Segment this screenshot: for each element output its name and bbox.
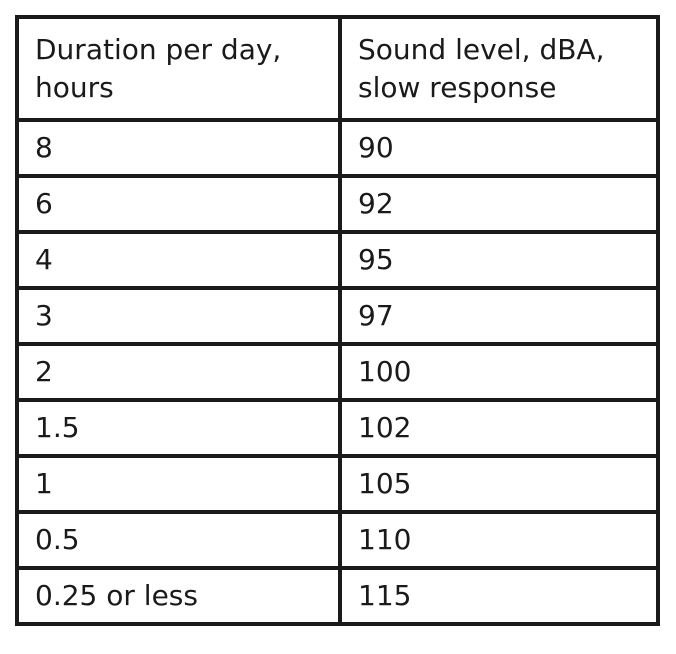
noise-exposure-table-container: Duration per day, hours Sound level, dBA… <box>15 15 660 626</box>
duration-cell: 1.5 <box>15 398 342 458</box>
sound-level-cell: 115 <box>338 566 660 626</box>
duration-cell: 0.5 <box>15 510 342 570</box>
header-duration-line2: hours <box>35 70 114 104</box>
table-row: 2 100 <box>15 342 660 402</box>
sound-level-cell: 102 <box>338 398 660 458</box>
table-row: 1.5 102 <box>15 398 660 458</box>
sound-level-cell: 92 <box>338 174 660 234</box>
sound-level-cell: 105 <box>338 454 660 514</box>
table-row: 0.25 or less 115 <box>15 566 660 626</box>
duration-cell: 1 <box>15 454 342 514</box>
table-row: 6 92 <box>15 174 660 234</box>
sound-level-cell: 90 <box>338 118 660 178</box>
duration-cell: 6 <box>15 174 342 234</box>
table-row: 4 95 <box>15 230 660 290</box>
header-sound-level-line2: slow response <box>358 70 557 104</box>
sound-level-cell: 110 <box>338 510 660 570</box>
sound-level-cell: 100 <box>338 342 660 402</box>
header-sound-level-line1: Sound level, dBA, <box>358 32 605 66</box>
table-row: 8 90 <box>15 118 660 178</box>
duration-cell: 8 <box>15 118 342 178</box>
table-row: 1 105 <box>15 454 660 514</box>
header-sound-level: Sound level, dBA, slow response <box>338 15 660 122</box>
header-duration-line1: Duration per day, <box>35 32 282 66</box>
table-row: 3 97 <box>15 286 660 346</box>
header-duration: Duration per day, hours <box>15 15 342 122</box>
duration-cell: 3 <box>15 286 342 346</box>
duration-cell: 0.25 or less <box>15 566 342 626</box>
sound-level-cell: 97 <box>338 286 660 346</box>
noise-exposure-table: Duration per day, hours Sound level, dBA… <box>15 15 660 626</box>
table-row: 0.5 110 <box>15 510 660 570</box>
sound-level-cell: 95 <box>338 230 660 290</box>
duration-cell: 2 <box>15 342 342 402</box>
duration-cell: 4 <box>15 230 342 290</box>
header-row: Duration per day, hours Sound level, dBA… <box>15 15 660 122</box>
